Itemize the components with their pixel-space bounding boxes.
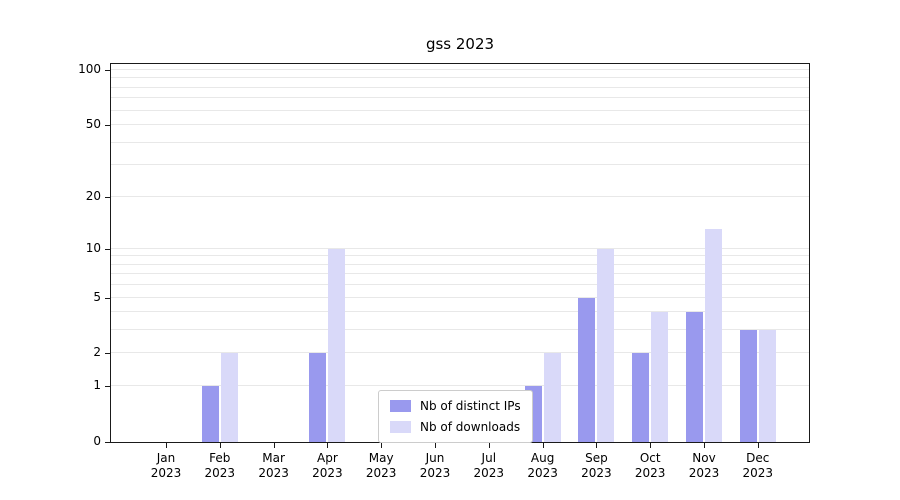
gridlines-layer [111,64,809,442]
gridline [111,247,809,249]
y-axis-tick-label: 20 [85,188,101,203]
gridline [111,124,809,126]
bar-distinct-ips [739,330,757,442]
gridline [111,195,809,197]
bar-distinct-ips [632,353,650,442]
x-axis-tick-mark [650,443,652,448]
gridline [111,329,809,331]
y-axis-tick-label: 0 [93,434,101,448]
y-axis-tick-mark [105,70,110,71]
y-axis-tick-mark [105,125,110,127]
x-axis-tick-label: Jun 2023 [419,451,451,480]
x-axis-tick-label: Sep 2023 [581,451,612,480]
x-axis-tick-label: Jan 2023 [150,451,182,480]
legend-label-distinct-ips: Nb of distinct IPs [420,399,521,413]
y-axis-tick-mark [105,353,110,355]
y-axis-tick-label: 50 [85,117,101,132]
x-axis-tick-mark [488,443,490,448]
x-axis-tick-mark [704,443,705,448]
x-axis-tick-label: Aug 2023 [527,451,558,480]
x-axis-tick-mark [435,443,436,448]
y-axis-tick-mark [105,248,110,250]
plot-area: Nb of distinct IPs Nb of downloads [110,63,810,443]
bar-downloads [705,229,722,442]
x-axis-tick-mark [327,443,329,448]
gridline [111,385,809,387]
legend-entry-distinct-ips: Nb of distinct IPs [390,399,521,413]
legend-entry-downloads: Nb of downloads [390,420,521,434]
x-axis-tick-mark [273,443,275,448]
bar-downloads [597,248,615,442]
gridline [111,77,809,79]
gridline [111,164,809,166]
y-axis-tick-label: 2 [93,345,101,360]
y-axis-tick-label: 5 [93,289,101,304]
bar-downloads [758,330,776,442]
x-axis-tick-label: Oct 2023 [634,451,666,480]
y-axis-tick-mark [105,196,110,198]
gridline [111,296,809,298]
x-axis-tick-label: Jul 2023 [473,451,505,480]
x-axis-tick-mark [219,443,221,448]
bar-downloads [328,248,346,442]
x-axis-tick-label: May 2023 [365,451,397,480]
bar-distinct-ips [309,353,327,442]
gridline [111,69,809,70]
gridline [111,86,809,88]
legend-swatch-downloads-icon [390,421,411,433]
x-axis-tick-label: Nov 2023 [688,451,720,480]
x-axis-tick-mark [757,443,759,448]
x-axis-tick-label: Dec 2023 [742,451,774,480]
gridline [111,284,809,286]
bar-downloads [220,353,238,442]
legend-label-downloads: Nb of downloads [420,420,521,434]
chart-title: gss 2023 [425,35,495,53]
bar-distinct-ips [578,297,596,442]
bar-downloads [651,312,669,442]
y-axis-tick-label: 10 [85,240,101,255]
x-axis-tick-mark [596,443,598,448]
x-axis-tick-label: Feb 2023 [204,451,236,480]
y-axis-tick-mark [105,297,110,299]
x-axis-tick-label: Apr 2023 [312,451,343,480]
x-axis-tick-label: Mar 2023 [258,451,289,480]
legend: Nb of distinct IPs Nb of downloads [378,390,533,443]
gridline [111,97,809,99]
bar-downloads [543,353,561,442]
y-axis-tick-mark [105,386,110,388]
gridline [111,273,809,275]
gridline [111,141,809,143]
gridline [111,255,809,257]
x-axis-tick-mark [542,443,544,448]
gridline [111,311,809,313]
bar-distinct-ips [686,312,703,442]
gridline [111,109,809,111]
x-axis-tick-mark [166,443,167,448]
bars-layer [111,64,809,442]
gridline [111,263,809,265]
bar-distinct-ips [201,386,219,442]
x-axis-tick-mark [381,443,383,448]
y-axis-tick-mark [105,442,110,443]
gridline [111,352,809,354]
y-axis-tick-label: 1 [93,378,101,393]
legend-swatch-distinct-ips-icon [390,400,411,412]
y-axis-tick-label: 100 [78,62,101,76]
